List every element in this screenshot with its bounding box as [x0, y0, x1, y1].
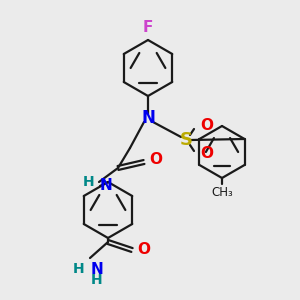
Text: CH₃: CH₃	[211, 186, 233, 199]
Text: O: O	[149, 152, 162, 167]
Text: N: N	[100, 178, 113, 193]
Text: O: O	[200, 146, 213, 161]
Text: O: O	[200, 118, 213, 134]
Text: H: H	[72, 262, 84, 276]
Text: S: S	[179, 131, 193, 149]
Text: H: H	[82, 175, 94, 189]
Text: H: H	[91, 273, 103, 287]
Text: N: N	[91, 262, 104, 277]
Text: N: N	[141, 109, 155, 127]
Text: F: F	[143, 20, 153, 35]
Text: O: O	[137, 242, 150, 257]
